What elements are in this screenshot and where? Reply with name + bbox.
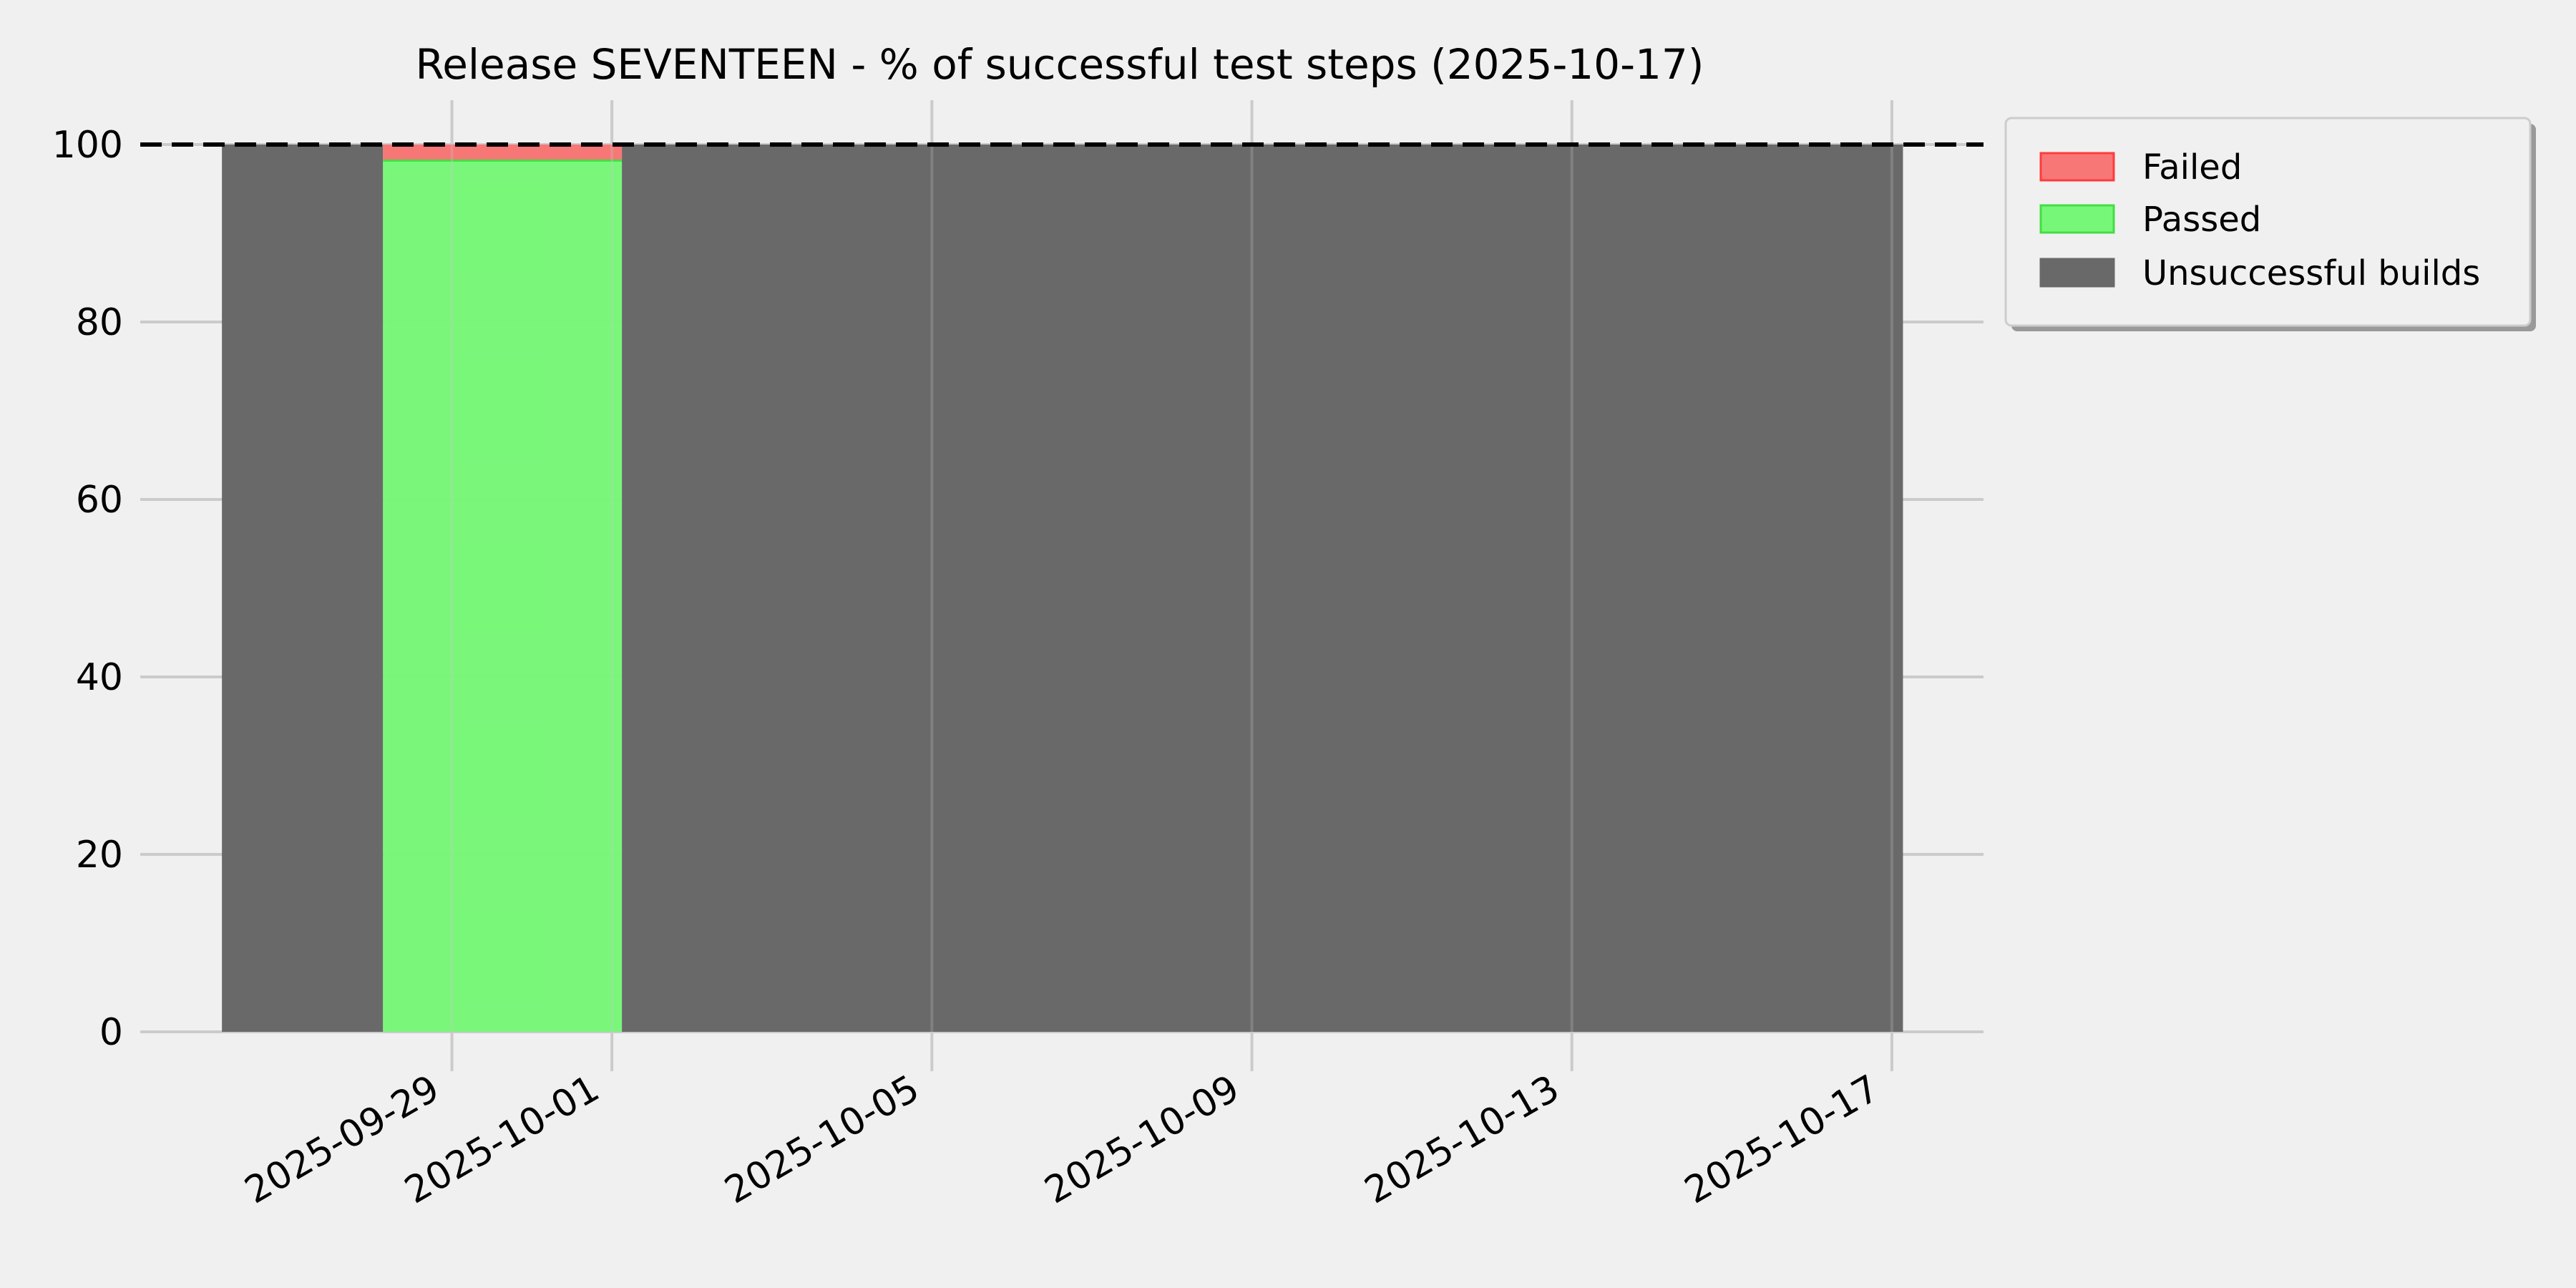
plot-areas [222,100,1903,1032]
y-tick-label: 0 [99,1011,123,1054]
area-failed [383,145,623,161]
legend-label-passed: Passed [2142,200,2261,240]
y-tick-label: 60 [76,479,123,522]
legend-box [2004,117,2532,327]
legend-swatch-unsuccessful [2039,258,2115,288]
legend: Failed Passed Unsuccessful builds [2004,117,2536,331]
area-unsuccessful-builds [622,145,1903,1032]
y-tick-label: 20 [76,834,123,877]
y-tick-label: 100 [52,124,123,167]
area-unsuccessful-builds [222,145,384,1032]
chart-title: Release SEVENTEEN - % of successful test… [416,40,1704,89]
legend-label-unsuccessful: Unsuccessful builds [2142,253,2480,293]
legend-swatch-passed [2039,204,2115,234]
legend-label-failed: Failed [2142,147,2242,187]
y-tick-label: 80 [76,301,123,344]
legend-swatch-failed [2039,152,2115,182]
y-tick-label: 40 [76,656,123,699]
y-axis: 0 20 40 60 80 100 [52,124,123,1054]
area-passed [383,160,623,1032]
